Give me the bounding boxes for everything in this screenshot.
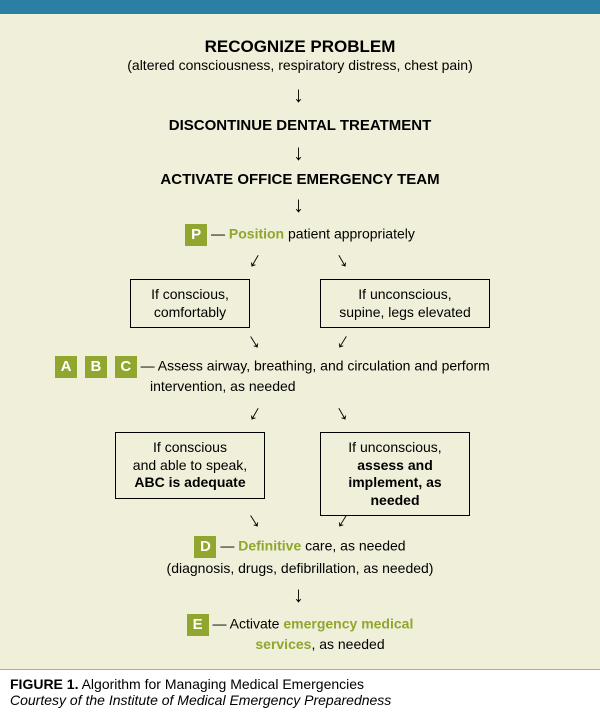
badge-p: P <box>185 224 207 246</box>
flow-arrow: ↓ <box>293 194 304 216</box>
abc-text-2: intervention, as needed <box>150 378 575 396</box>
recognize-subtitle: (altered consciousness, respiratory dist… <box>0 57 600 75</box>
box-conscious-comfortable: If conscious, comfortably <box>130 279 250 328</box>
d-subtitle: (diagnosis, drugs, defibrillation, as ne… <box>0 560 600 578</box>
header-bar <box>0 0 600 14</box>
badge-c: C <box>115 356 137 378</box>
flow-arrow: ↓ <box>293 84 304 106</box>
e-dash: — <box>209 616 230 632</box>
box-abc-implement: If unconscious, assess and implement, as… <box>320 432 470 516</box>
flow-arrow: ↓ <box>245 401 266 426</box>
flowchart-canvas: RECOGNIZE PROBLEM (altered consciousness… <box>0 14 600 669</box>
badge-d: D <box>194 536 216 558</box>
e-rest: , as needed <box>311 636 384 652</box>
step-p-position: P — Position patient appropriately <box>0 224 600 246</box>
abc-dash: — <box>137 358 158 374</box>
p-dash: — <box>207 226 229 242</box>
figure-caption: FIGURE 1. Algorithm for Managing Medical… <box>0 669 600 720</box>
step-d-definitive: D — Definitive care, as needed (diagnosi… <box>0 536 600 578</box>
flow-arrow: ↓ <box>245 248 266 273</box>
conscious-l1: If conscious, <box>141 286 239 304</box>
unconscious-l1: If unconscious, <box>331 286 479 304</box>
e-keyword-1: emergency medical <box>283 616 413 632</box>
figure-label: FIGURE 1. <box>10 676 78 692</box>
badge-a: A <box>55 356 77 378</box>
p-keyword: Position <box>229 226 284 242</box>
d-text: care, as needed <box>301 538 405 554</box>
p-text: patient appropriately <box>284 226 415 242</box>
box-unconscious-supine: If unconscious, supine, legs elevated <box>320 279 490 328</box>
flow-arrow: ↓ <box>293 142 304 164</box>
e-keyword-2: services <box>255 636 311 652</box>
d-keyword: Definitive <box>238 538 301 554</box>
e-pre: Activate <box>230 616 284 632</box>
unconscious-l2: supine, legs elevated <box>331 304 479 322</box>
flow-arrow: ↓ <box>331 248 352 273</box>
flow-arrow: ↓ <box>243 508 264 532</box>
figure-credit: Courtesy of the Institute of Medical Eme… <box>10 692 391 708</box>
abc-text-1: Assess airway, breathing, and circulatio… <box>158 358 490 374</box>
badge-b: B <box>85 356 107 378</box>
abc-right-l1: If unconscious, <box>331 439 459 457</box>
flow-arrow: ↓ <box>243 329 264 353</box>
step-discontinue: DISCONTINUE DENTAL TREATMENT <box>0 117 600 136</box>
box-abc-adequate: If conscious and able to speak, ABC is a… <box>115 432 265 499</box>
step-recognize: RECOGNIZE PROBLEM (altered consciousness… <box>0 36 600 75</box>
flow-arrow: ↓ <box>333 329 354 353</box>
flow-arrow: ↓ <box>331 401 352 426</box>
step-abc: A B C — Assess airway, breathing, and ci… <box>55 356 575 396</box>
recognize-title: RECOGNIZE PROBLEM <box>0 36 600 57</box>
step-e-ems: E — Activate emergency medical services,… <box>0 614 600 654</box>
badge-e: E <box>187 614 209 636</box>
abc-left-l2: and able to speak, <box>126 457 254 475</box>
abc-left-l1: If conscious <box>126 439 254 457</box>
abc-right-l2a: assess and <box>331 457 459 475</box>
abc-right-l2c: needed <box>331 492 459 510</box>
abc-left-l3: ABC is adequate <box>126 474 254 492</box>
conscious-l2: comfortably <box>141 304 239 322</box>
figure-text: Algorithm for Managing Medical Emergenci… <box>78 676 364 692</box>
abc-right-l2b: implement, as <box>331 474 459 492</box>
d-dash: — <box>216 538 238 554</box>
step-activate-team: ACTIVATE OFFICE EMERGENCY TEAM <box>0 171 600 190</box>
flow-arrow: ↓ <box>293 584 304 606</box>
